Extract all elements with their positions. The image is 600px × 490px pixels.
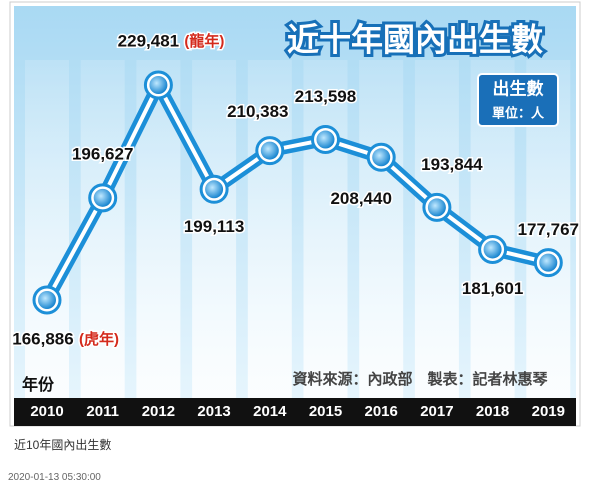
chart-title: 近十年國內出生數 — [287, 21, 543, 57]
point-core — [539, 253, 558, 272]
unit-label: 單位：人 — [492, 105, 545, 120]
legend-box — [477, 73, 559, 127]
caption: 近10年國內出生數 — [14, 438, 112, 452]
point-core — [38, 291, 56, 309]
value-label: 210,383 — [227, 102, 288, 121]
column — [192, 60, 237, 398]
point-core — [260, 141, 279, 160]
x-tick-label: 2011 — [86, 403, 119, 420]
point-core — [427, 198, 446, 217]
x-tick-label: 2018 — [476, 403, 509, 420]
x-tick-label: 2017 — [420, 403, 453, 420]
chart: 近十年國內出生數 出生數 單位：人 年份 資料來源：內政部 製表：記者林惠琴 2… — [9, 1, 581, 427]
point-core — [205, 180, 224, 199]
annotation: (龍年) — [184, 32, 224, 50]
value-label: 166,886 — [12, 329, 73, 348]
value-label: 196,627 — [72, 144, 133, 163]
value-label: 229,481 — [118, 31, 179, 50]
column — [247, 60, 292, 398]
line — [45, 83, 549, 301]
timestamp: 2020-01-13 05:30:00 — [8, 472, 101, 483]
point-core — [149, 76, 168, 94]
source: 資料來源：內政部 製表：記者林惠琴 — [292, 370, 548, 388]
x-axis-label: 年份 — [22, 375, 55, 394]
value-label: 181,601 — [462, 279, 523, 298]
point-core — [316, 130, 335, 149]
point-core — [483, 240, 502, 259]
annotation: (虎年) — [79, 330, 119, 348]
point-core — [93, 188, 112, 207]
point-core — [372, 148, 391, 167]
value-label: 193,844 — [421, 155, 483, 174]
x-tick-label: 2019 — [532, 403, 565, 420]
column — [359, 60, 404, 398]
value-label: 208,440 — [330, 189, 391, 208]
legend-label: 出生數 — [493, 78, 544, 98]
column — [414, 60, 459, 398]
x-tick-label: 2012 — [142, 403, 175, 420]
x-tick-label: 2015 — [309, 403, 342, 420]
column — [303, 60, 348, 398]
year-bar — [14, 398, 576, 426]
value-label: 177,767 — [518, 220, 579, 239]
x-tick-label: 2010 — [30, 403, 63, 420]
value-label: 213,598 — [295, 87, 356, 106]
x-tick-label: 2013 — [197, 403, 230, 420]
x-tick-label: 2014 — [253, 403, 287, 420]
column — [25, 60, 69, 398]
x-tick-label: 2016 — [365, 403, 398, 420]
value-label: 199,113 — [184, 217, 245, 236]
